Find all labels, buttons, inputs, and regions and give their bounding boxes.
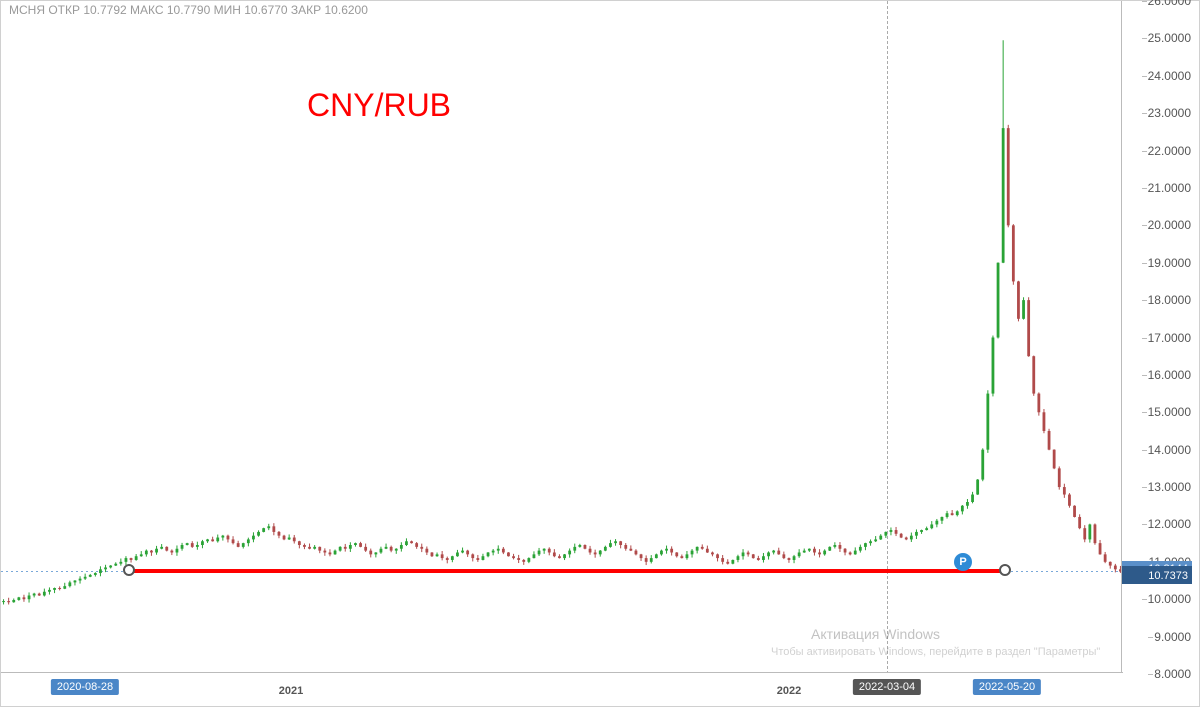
y-tick: 20.0000: [1148, 218, 1191, 232]
position-marker-icon[interactable]: P: [954, 553, 972, 571]
y-tick: 8.0000: [1154, 667, 1191, 681]
x-tick: 2022-03-04: [853, 679, 921, 695]
chart-title: CNY/RUB: [307, 87, 451, 124]
support-trendline[interactable]: [129, 569, 1005, 573]
y-tick: 17.0000: [1148, 331, 1191, 345]
y-tick: 12.0000: [1148, 517, 1191, 531]
y-tick: 16.0000: [1148, 368, 1191, 382]
y-tick: 25.0000: [1148, 31, 1191, 45]
price-tag: 10.7373: [1122, 568, 1192, 584]
windows-activation-watermark-2: Чтобы активировать Windows, перейдите в …: [771, 646, 1100, 658]
x-axis[interactable]: 2020-08-28 2021 2022 2022-03-04 2022-05-20: [1, 672, 1123, 706]
crosshair-vertical: [887, 1, 888, 674]
plot-area[interactable]: P CNY/RUB Активация Windows Чтобы активи…: [1, 1, 1123, 674]
windows-activation-watermark-1: Активация Windows: [811, 626, 1035, 642]
y-tick: 22.0000: [1148, 144, 1191, 158]
price-series: [1, 1, 1123, 674]
y-tick: 13.0000: [1148, 480, 1191, 494]
y-tick: 21.0000: [1148, 181, 1191, 195]
x-tick: 2020-08-28: [51, 679, 119, 695]
trendline-handle-right[interactable]: [999, 564, 1011, 576]
y-tick: 26.0000: [1148, 0, 1191, 8]
y-tick: 10.0000: [1148, 592, 1191, 606]
x-tick: 2022-05-20: [973, 679, 1041, 695]
x-tick: 2021: [279, 685, 303, 697]
y-tick: 18.0000: [1148, 293, 1191, 307]
x-tick: 2022: [777, 685, 801, 697]
y-tick: 15.0000: [1148, 405, 1191, 419]
y-tick: 14.0000: [1148, 443, 1191, 457]
y-tick: 19.0000: [1148, 256, 1191, 270]
chart-container: МСНЯ ОТКР 10.7792 МАКС 10.7790 МИН 10.67…: [0, 0, 1200, 707]
y-tick: 24.0000: [1148, 69, 1191, 83]
y-tick: 23.0000: [1148, 106, 1191, 120]
y-tick: 9.0000: [1154, 630, 1191, 644]
trendline-handle-left[interactable]: [123, 564, 135, 576]
y-axis[interactable]: 8.00009.000010.000011.000012.000013.0000…: [1121, 1, 1199, 674]
